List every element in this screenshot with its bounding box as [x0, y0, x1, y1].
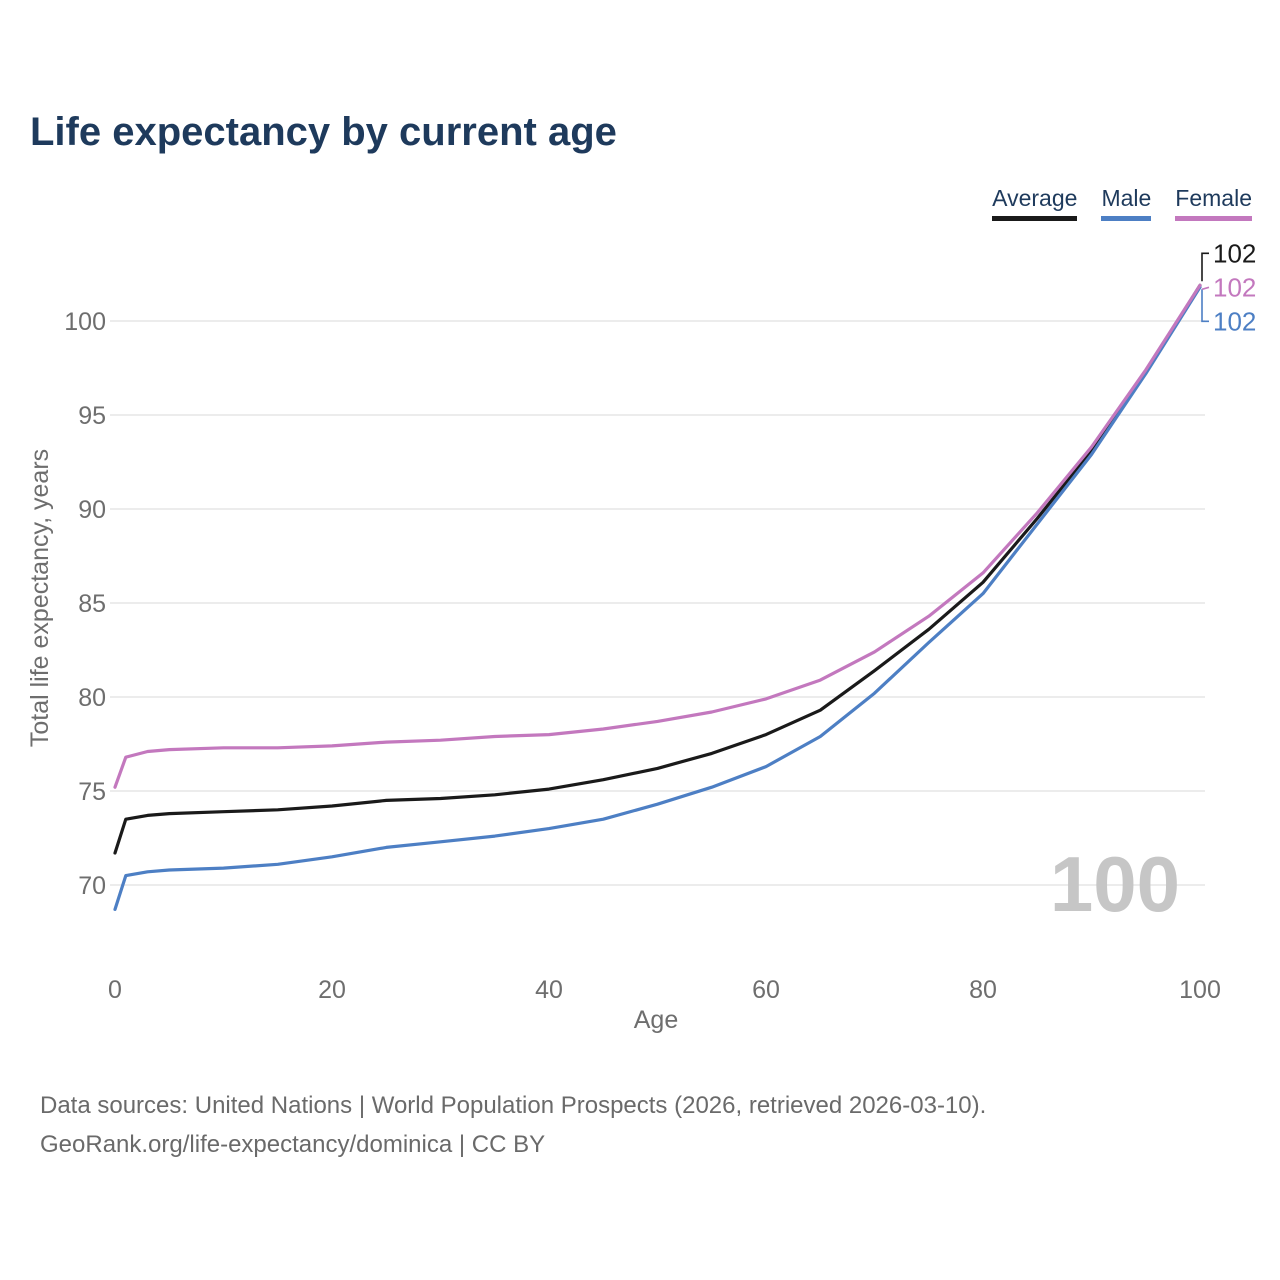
- x-axis-title: Age: [634, 1006, 678, 1034]
- age-watermark: 100: [1049, 840, 1180, 928]
- end-label-connector: [1201, 252, 1209, 282]
- end-label-female: 102: [1213, 272, 1256, 302]
- y-tick-label: 90: [78, 496, 106, 524]
- x-tick-label: 100: [1179, 976, 1221, 1004]
- page-title: Life expectancy by current age: [30, 110, 617, 154]
- end-label-connector: [1201, 289, 1209, 323]
- series-line-average: [113, 283, 1202, 855]
- y-tick-label: 85: [78, 590, 106, 618]
- y-axis-tick-labels: 70 75 80 85 90 95 100: [64, 308, 106, 900]
- series-lines: [113, 283, 1202, 912]
- footer-data-sources: Data sources: United Nations | World Pop…: [40, 1092, 987, 1119]
- series-line-female: [113, 283, 1202, 789]
- x-tick-label: 40: [535, 976, 563, 1004]
- x-tick-label: 60: [752, 976, 780, 1004]
- y-axis-title: Total life expectancy, years: [26, 449, 54, 747]
- footer-attribution: GeoRank.org/life-expectancy/dominica | C…: [40, 1131, 546, 1158]
- legend-item-male[interactable]: Male: [1101, 185, 1152, 222]
- legend: Average Male Female: [992, 185, 1252, 222]
- y-tick-label: 75: [78, 778, 106, 806]
- x-tick-label: 80: [969, 976, 997, 1004]
- end-label-connector: [1201, 286, 1210, 291]
- series-line-male: [113, 285, 1202, 912]
- x-axis-tick-labels: 0 20 40 60 80 100: [108, 976, 1221, 1004]
- end-label-male: 102: [1213, 306, 1256, 336]
- end-label-average: 102: [1213, 238, 1256, 268]
- legend-item-female[interactable]: Female: [1175, 185, 1252, 222]
- y-tick-label: 70: [78, 872, 106, 900]
- y-tick-label: 80: [78, 684, 106, 712]
- series-end-labels: 102 102 102: [1201, 238, 1256, 336]
- y-tick-label: 100: [64, 308, 106, 336]
- x-tick-label: 20: [318, 976, 346, 1004]
- legend-item-average[interactable]: Average: [992, 185, 1078, 222]
- y-tick-label: 95: [78, 402, 106, 430]
- x-tick-label: 0: [108, 976, 122, 1004]
- footer: Data sources: United Nations | World Pop…: [40, 1086, 986, 1164]
- gridlines: [110, 320, 1205, 886]
